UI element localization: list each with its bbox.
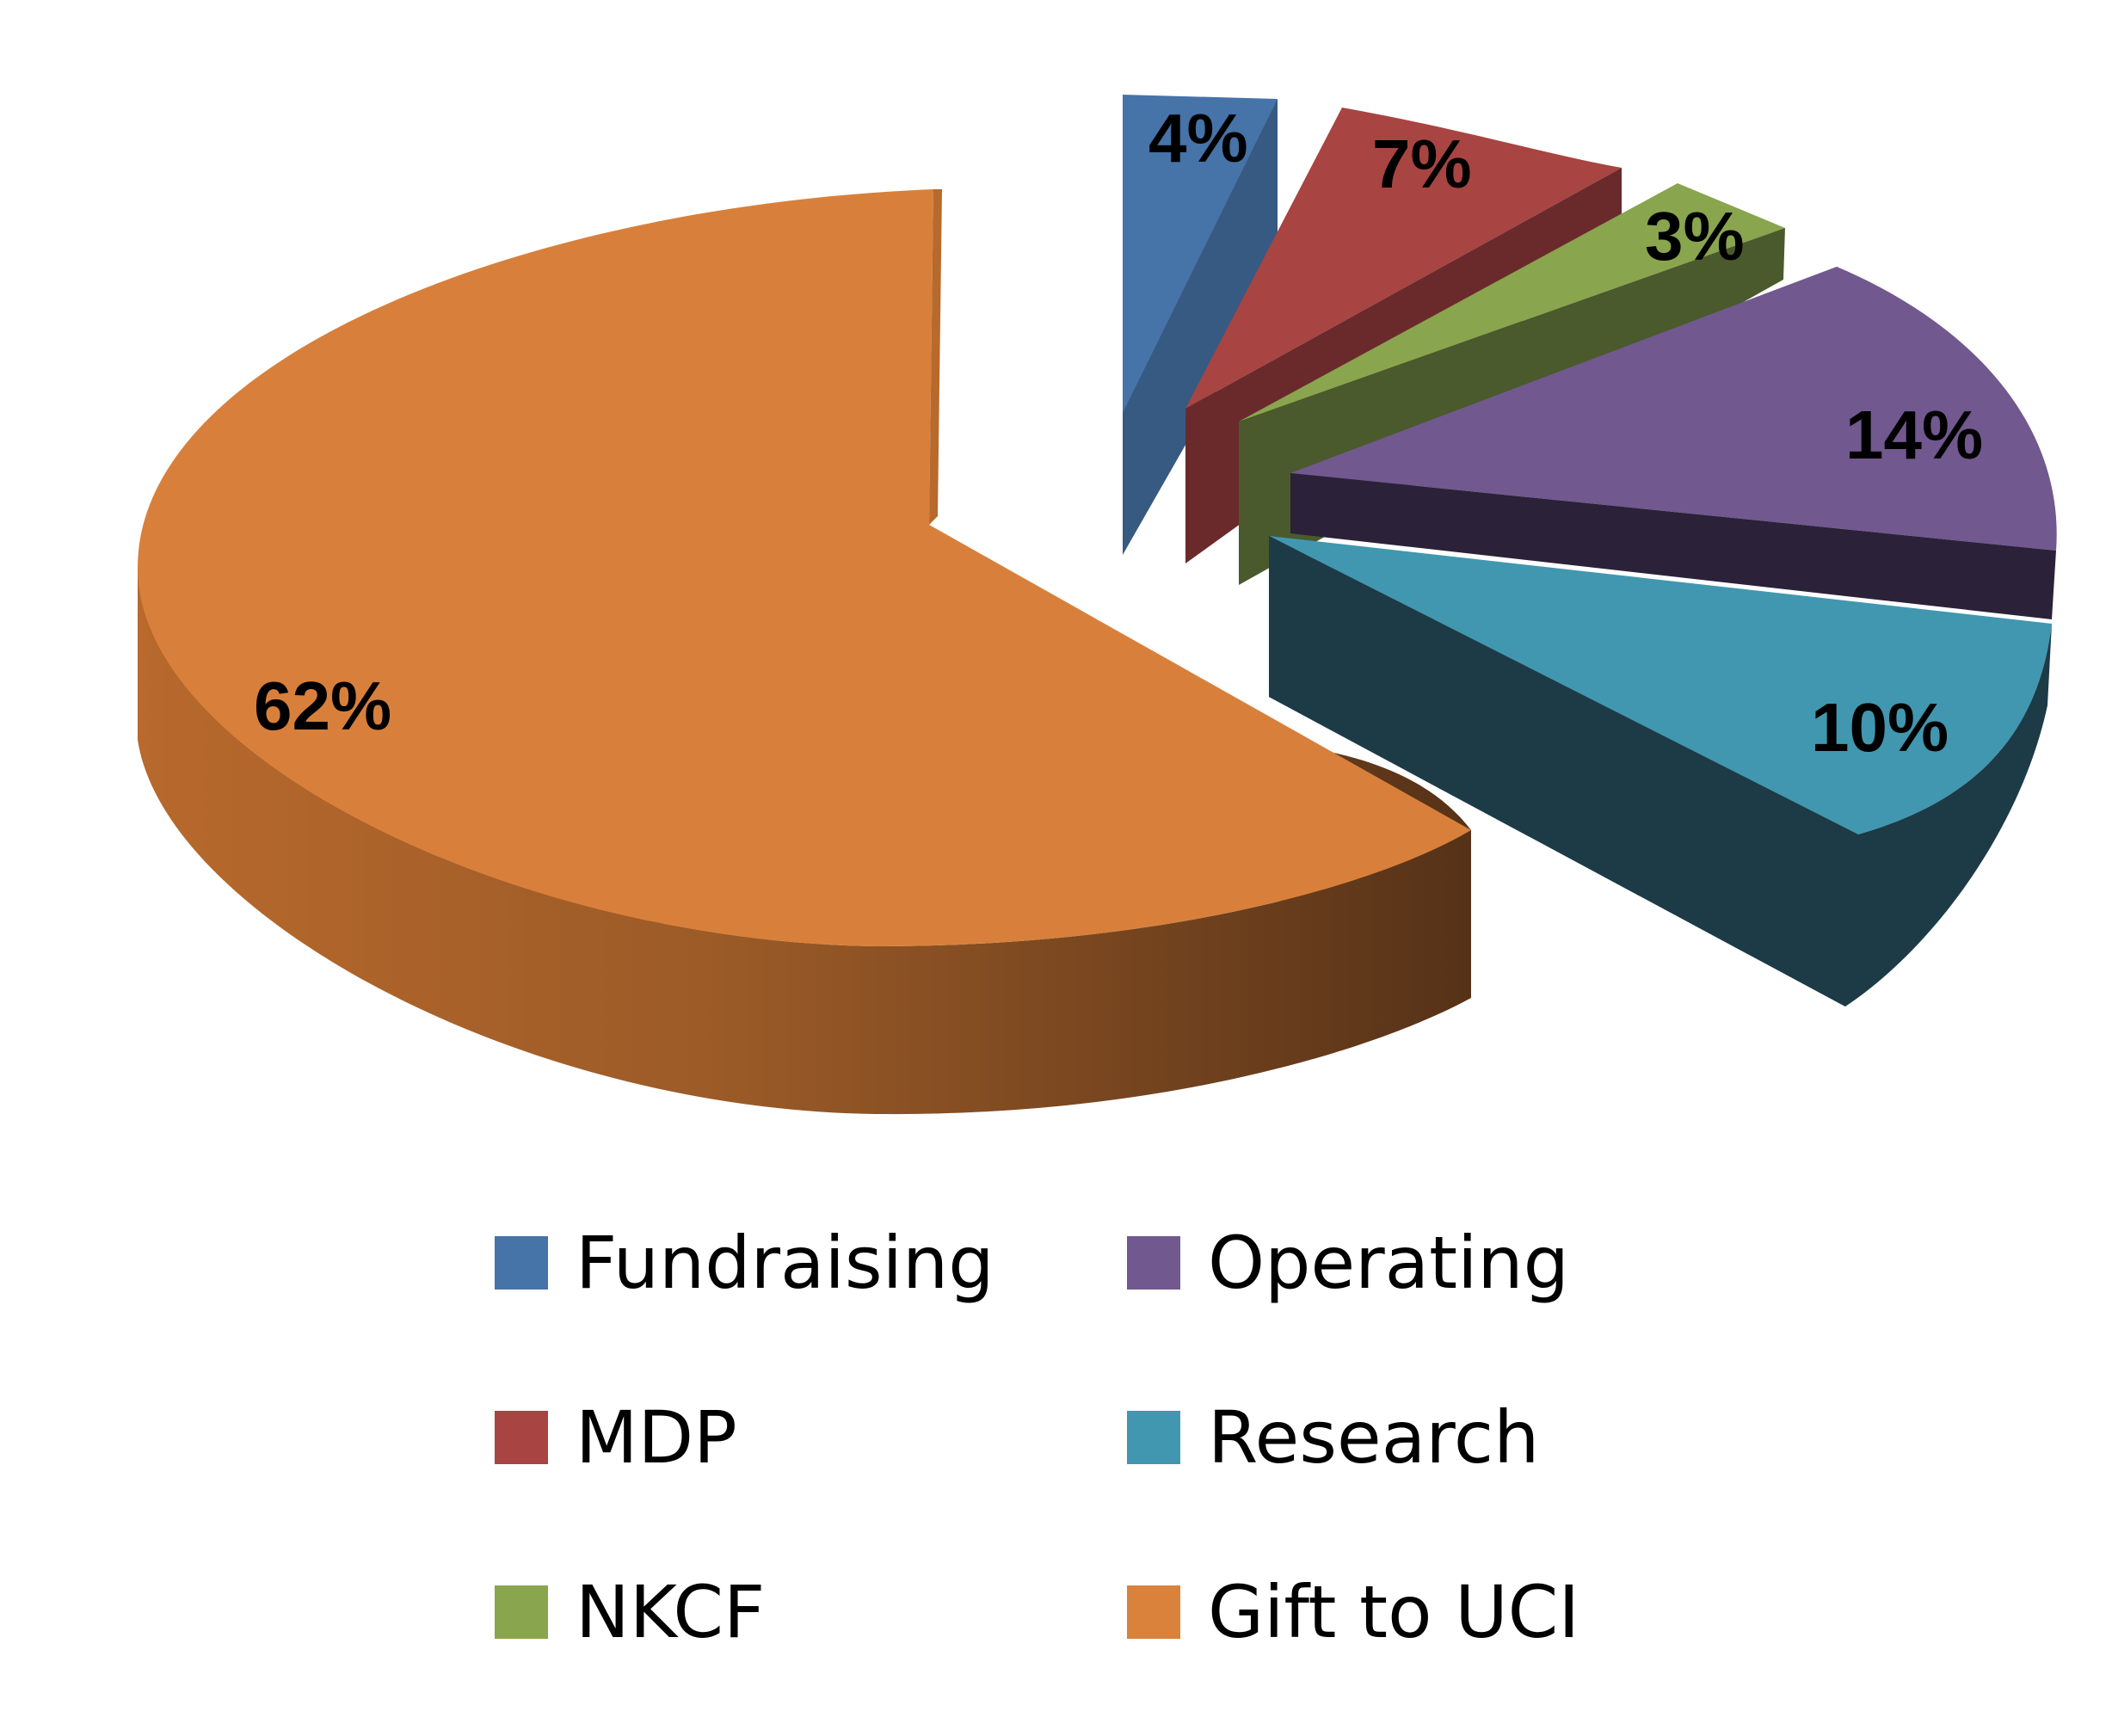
label-mdp: 7%: [1372, 126, 1472, 202]
legend-label: Fundraising: [576, 1220, 994, 1305]
slice-fundraising: [1123, 95, 1278, 555]
legend-item-mdp: MDP: [495, 1396, 1127, 1478]
label-nkcf: 3%: [1645, 198, 1745, 274]
legend-swatch-gift-to-uci: [1127, 1585, 1180, 1639]
slice-operating: [1290, 267, 2057, 619]
legend-item-research: Research: [1127, 1396, 1699, 1478]
legend-swatch-fundraising: [495, 1235, 548, 1290]
pie-chart: 4% 7% 3% 14% 10% 62%: [138, 95, 2057, 1115]
legend-swatch-mdp: [495, 1410, 548, 1464]
legend-item-gift-to-uci: Gift to UCI: [1127, 1571, 1699, 1653]
label-gift-to-uci: 62%: [254, 668, 391, 744]
legend-label: MDP: [576, 1394, 737, 1480]
legend-swatch-operating: [1127, 1235, 1180, 1290]
slice-research: [1269, 536, 2052, 1007]
label-research: 10%: [1811, 689, 1949, 766]
chart-legend: Fundraising Operating MDP Research NKCF …: [495, 1222, 1699, 1653]
legend-label: Research: [1208, 1394, 1540, 1480]
legend-swatch-nkcf: [495, 1585, 548, 1639]
slice-gift-to-uci: [138, 189, 1471, 1115]
legend-item-fundraising: Fundraising: [495, 1222, 1127, 1303]
legend-label: NKCF: [576, 1569, 766, 1654]
label-operating: 14%: [1845, 397, 1983, 473]
legend-label: Operating: [1208, 1220, 1569, 1305]
legend-item-operating: Operating: [1127, 1222, 1699, 1303]
label-fundraising: 4%: [1148, 100, 1248, 176]
legend-item-nkcf: NKCF: [495, 1571, 1127, 1653]
legend-label: Gift to UCI: [1208, 1569, 1580, 1654]
legend-swatch-research: [1127, 1410, 1180, 1464]
